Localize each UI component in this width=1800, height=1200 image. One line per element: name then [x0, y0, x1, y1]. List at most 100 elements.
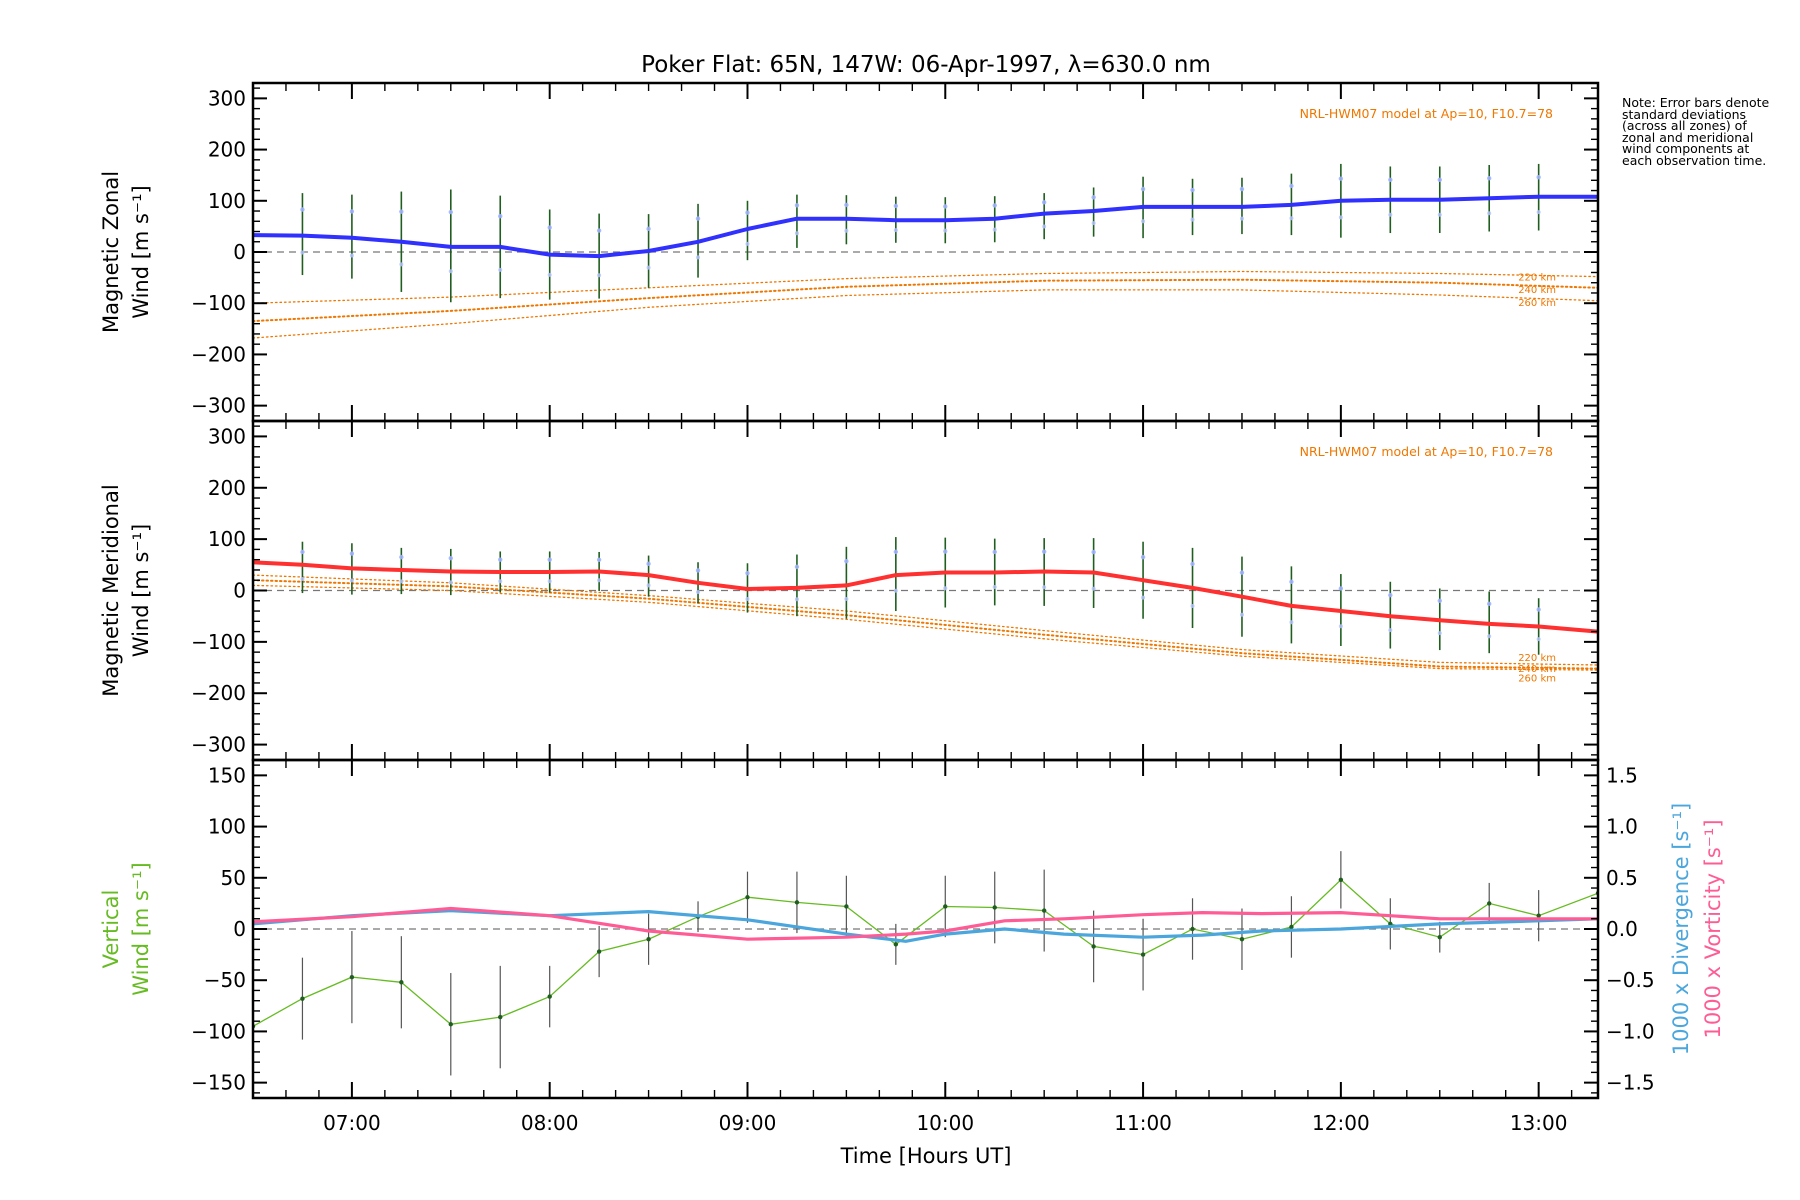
- vertical-wind-point: [646, 937, 651, 942]
- zone-marker: [794, 564, 800, 570]
- plot-area-zonal: [253, 163, 1598, 339]
- x-tick-label: 07:00: [323, 1111, 381, 1135]
- zone-marker: [1091, 549, 1096, 555]
- zone-marker: [646, 561, 651, 566]
- zone-marker: [1141, 219, 1146, 224]
- zone-marker: [695, 568, 701, 573]
- y-axis-label: Magnetic Meridional: [99, 484, 123, 696]
- vertical-wind-point: [1536, 913, 1541, 918]
- vertical-wind-point: [1437, 934, 1442, 940]
- zone-marker: [943, 228, 948, 233]
- y-tick-label: 100: [208, 527, 246, 551]
- meridional-wind-line: [253, 560, 1598, 634]
- y-tick-label: −300: [191, 733, 246, 757]
- zone-marker: [547, 225, 552, 230]
- zone-marker: [844, 596, 849, 601]
- zone-marker: [349, 551, 355, 556]
- model-altitude-label: 260 km: [1518, 673, 1556, 684]
- plot-frame-vertical: [251, 758, 1600, 1100]
- zone-marker: [300, 207, 305, 212]
- model-altitude-label: 260 km: [1518, 298, 1556, 309]
- vertical-wind-point: [992, 905, 997, 910]
- model-altitude-label: 240 km: [1518, 664, 1556, 675]
- zone-marker: [943, 204, 948, 209]
- model-line-220km: [253, 270, 1598, 304]
- zone-marker: [1437, 177, 1442, 182]
- zone-marker: [1289, 620, 1294, 625]
- zone-marker: [696, 590, 701, 595]
- zone-marker: [992, 227, 997, 232]
- zone-marker: [745, 570, 750, 576]
- zone-marker: [498, 557, 503, 562]
- zone-marker: [1536, 175, 1541, 180]
- zone-marker: [349, 578, 354, 583]
- model-line-260km: [253, 289, 1598, 339]
- right-tick-label: 1.5: [1606, 763, 1638, 787]
- zone-marker: [498, 267, 503, 272]
- zone-marker: [596, 228, 602, 233]
- vertical-wind-point: [547, 994, 552, 999]
- x-tick-label: 08:00: [521, 1111, 579, 1135]
- y-tick-label: 0: [233, 579, 246, 603]
- zone-marker: [1338, 624, 1343, 629]
- zone-marker: [547, 557, 552, 562]
- y-axis-label: Vertical: [99, 890, 123, 969]
- zone-marker: [1388, 177, 1393, 182]
- zone-marker: [1487, 176, 1492, 181]
- zone-marker: [696, 255, 701, 260]
- vertical-wind-point: [943, 904, 948, 909]
- y-tick-label: −150: [191, 1071, 246, 1095]
- y-tick-label: −200: [191, 681, 246, 705]
- zone-marker: [349, 253, 354, 258]
- model-line-240km: [253, 579, 1598, 670]
- zone-marker: [597, 578, 602, 583]
- zone-marker: [794, 597, 799, 602]
- zone-marker: [695, 216, 701, 221]
- zone-marker: [1141, 595, 1146, 600]
- chart-title: Poker Flat: 65N, 147W: 06-Apr-1997, λ=63…: [641, 52, 1211, 78]
- zone-marker: [1437, 212, 1442, 217]
- zone-marker: [1536, 210, 1541, 215]
- vorticity-line: [253, 906, 1598, 941]
- zone-marker: [646, 226, 651, 232]
- right-tick-label: 1.0: [1606, 815, 1638, 839]
- y-tick-label: 50: [221, 866, 246, 890]
- zone-marker: [646, 265, 651, 270]
- vertical-wind-point: [794, 900, 800, 905]
- zone-marker: [1338, 176, 1344, 181]
- panel-meridional: 300 200 100 0 −100 −200 −300 Magnetic Meridiona…: [99, 419, 1600, 762]
- zone-marker: [1536, 607, 1541, 612]
- zone-marker: [745, 597, 750, 602]
- zone-marker: [1042, 585, 1047, 590]
- vertical-wind-point: [1289, 924, 1294, 930]
- zone-marker: [992, 203, 997, 208]
- zone-marker: [893, 588, 898, 593]
- zone-marker: [1437, 598, 1442, 603]
- zone-marker: [1338, 215, 1343, 220]
- y-tick-label: 150: [208, 763, 246, 787]
- error-bar-note: Note: Error bars denote standard deviati…: [1622, 95, 1770, 168]
- right-tick-label: −1.5: [1606, 1071, 1655, 1095]
- vertical-wind-line: [253, 878, 1598, 1027]
- y-tick-label: −300: [191, 394, 246, 418]
- zone-marker: [1091, 586, 1096, 591]
- zone-marker: [893, 228, 898, 233]
- x-tick-label: 09:00: [719, 1111, 777, 1135]
- model-line-220km: [253, 574, 1598, 666]
- zone-marker: [498, 213, 503, 219]
- zone-marker: [1437, 631, 1442, 636]
- zone-marker: [745, 210, 750, 215]
- zone-marker: [1041, 200, 1047, 205]
- y-axis-label: Wind [m s⁻¹]: [129, 524, 153, 657]
- vertical-wind-point: [1487, 901, 1492, 906]
- zone-marker: [1041, 549, 1047, 554]
- zone-marker: [1190, 187, 1195, 193]
- vertical-wind-point: [745, 895, 750, 900]
- zone-marker: [448, 580, 453, 585]
- y-tick-label: 300: [208, 424, 246, 448]
- zone-marker: [399, 262, 404, 267]
- y-tick-label: −100: [191, 630, 246, 654]
- y-tick-label: 200: [208, 138, 246, 162]
- zone-marker: [1140, 186, 1146, 192]
